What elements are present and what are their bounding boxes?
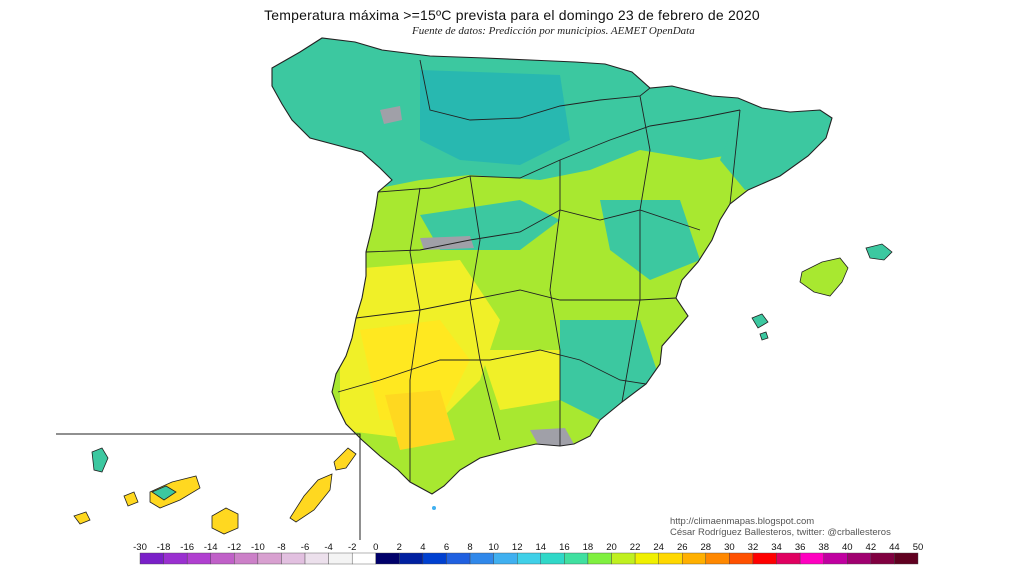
legend-tick-label: 8 (467, 542, 472, 553)
legend-tick-label: -8 (277, 542, 285, 553)
legend-swatch (776, 552, 801, 565)
legend-swatch (517, 552, 541, 565)
legend-swatch (210, 552, 235, 565)
legend-tick-label: 4 (420, 542, 425, 553)
legend-swatch (446, 552, 471, 565)
credit-url: http://climaenmapas.blogspot.com (670, 516, 815, 527)
temperature-legend: -30 -18 -16 -14 -12 -10 -8 -6 -4 -2 0 2 4 6 8 10 12 14 16 1… (133, 542, 924, 565)
legend-swatch (399, 552, 424, 565)
legend-tick-label: 34 (771, 542, 782, 553)
legend-tick-label: -4 (324, 542, 332, 553)
legend-tick-label: 24 (653, 542, 664, 553)
legend-swatch (682, 552, 707, 565)
legend-tick-label: 26 (677, 542, 688, 553)
ceuta (432, 506, 436, 510)
legend-swatch (705, 552, 730, 565)
legend-tick-label: 6 (444, 542, 449, 553)
legend-tick-label: 32 (748, 542, 759, 553)
legend-swatch (469, 552, 494, 565)
legend-tick-label: 28 (701, 542, 712, 553)
legend-tick-label: -18 (157, 542, 171, 553)
legend-swatch (729, 552, 754, 565)
legend-tick-label: 44 (889, 542, 900, 553)
legend-tick-label: 42 (866, 542, 877, 553)
legend-tick-label: -10 (251, 542, 265, 553)
legend-swatch (752, 552, 777, 565)
legend-swatch (823, 552, 848, 565)
legend-tick-label: 36 (795, 542, 806, 553)
credit-author: César Rodríguez Ballesteros, twitter: @c… (670, 527, 891, 538)
legend-tick-label: 50 (913, 542, 924, 553)
legend-swatch (375, 552, 400, 565)
legend-tick-label: 0 (373, 542, 378, 553)
legend-swatch (304, 552, 329, 565)
legend-swatch (493, 552, 518, 565)
legend-tick-label: 38 (818, 542, 829, 553)
legend-tick-label: -2 (348, 542, 356, 553)
legend-tick-label: 30 (724, 542, 735, 553)
legend-tick-label: -12 (227, 542, 241, 553)
legend-tick-label: 22 (630, 542, 641, 553)
balearic-islands (751, 243, 893, 341)
legend-swatch (540, 552, 565, 565)
legend-swatch (611, 552, 636, 565)
legend-tick-label: -6 (301, 542, 309, 553)
region-borders (271, 37, 833, 495)
peninsula (272, 38, 832, 494)
legend-tick-label: 10 (488, 542, 499, 553)
legend-swatch (564, 552, 589, 565)
legend-swatch (139, 552, 164, 565)
legend-swatch (351, 552, 376, 565)
legend-swatch (281, 552, 306, 565)
legend-tick-label: 12 (512, 542, 523, 553)
legend-tick-label: -30 (133, 542, 147, 553)
legend-tick-label: -16 (180, 542, 194, 553)
legend-swatch (847, 552, 872, 565)
legend-tick-label: 18 (583, 542, 594, 553)
legend-swatch (870, 552, 895, 565)
legend-tick-label: 2 (397, 542, 402, 553)
legend-tick-label: 14 (536, 542, 547, 553)
legend-swatch (799, 552, 824, 565)
canary-inset (56, 433, 361, 540)
legend-swatch (163, 552, 188, 565)
legend-swatch (234, 552, 259, 565)
credit-block: http://climaenmapas.blogspot.com César R… (670, 516, 891, 538)
legend-tick-label: -14 (204, 542, 218, 553)
legend-swatch (894, 552, 919, 565)
legend-swatch (658, 552, 683, 565)
legend-swatch (587, 552, 612, 565)
legend-swatch (328, 552, 353, 565)
legend-swatch (257, 552, 282, 565)
legend-tick-label: 40 (842, 542, 853, 553)
legend-tick-label: 20 (606, 542, 617, 553)
map-title: Temperatura máxima >=15ºC prevista para … (264, 7, 760, 23)
legend-swatch (186, 552, 211, 565)
data-source: Fuente de datos: Predicción por municipi… (412, 25, 695, 37)
legend-tick-label: 16 (559, 542, 570, 553)
legend-swatch (634, 552, 659, 565)
legend-swatch (422, 552, 447, 565)
